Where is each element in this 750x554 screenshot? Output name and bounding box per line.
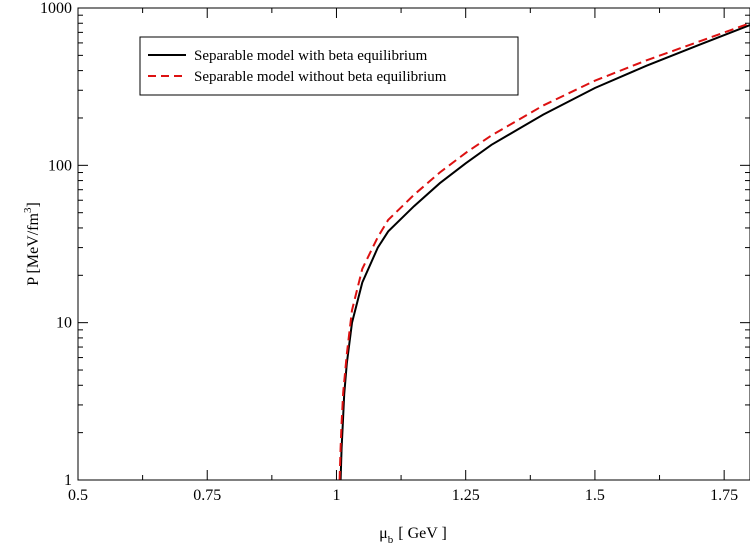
y-tick-label: 1000 [40, 0, 72, 17]
x-tick-label: 0.5 [68, 487, 88, 504]
x-tick-label: 1.75 [710, 487, 738, 504]
x-tick-label: 1 [332, 487, 340, 504]
y-axis-title: P [MeV/fm3] [22, 202, 42, 286]
x-axis-title-subscript: b [388, 534, 394, 546]
y-axis-title-end: ] [25, 202, 42, 207]
y-tick-label: 100 [48, 157, 72, 174]
y-tick-label: 10 [56, 315, 72, 332]
x-tick-label: 1.5 [585, 487, 605, 504]
legend-label-series-1: Separable model with beta equilibrium [194, 48, 428, 64]
x-axis-title-unit: [ GeV ] [398, 525, 447, 542]
legend-box [140, 37, 518, 95]
y-tick-label: 1 [64, 472, 72, 489]
legend-label-series-2: Separable model without beta equilibrium [194, 69, 447, 85]
x-tick-label: 1.25 [452, 487, 480, 504]
y-axis-title-main: P [MeV/fm [25, 212, 42, 285]
x-tick-label: 0.75 [193, 487, 221, 504]
legend: Separable model with beta equilibrium Se… [140, 37, 518, 95]
x-axis-title-main: μ [379, 525, 388, 542]
